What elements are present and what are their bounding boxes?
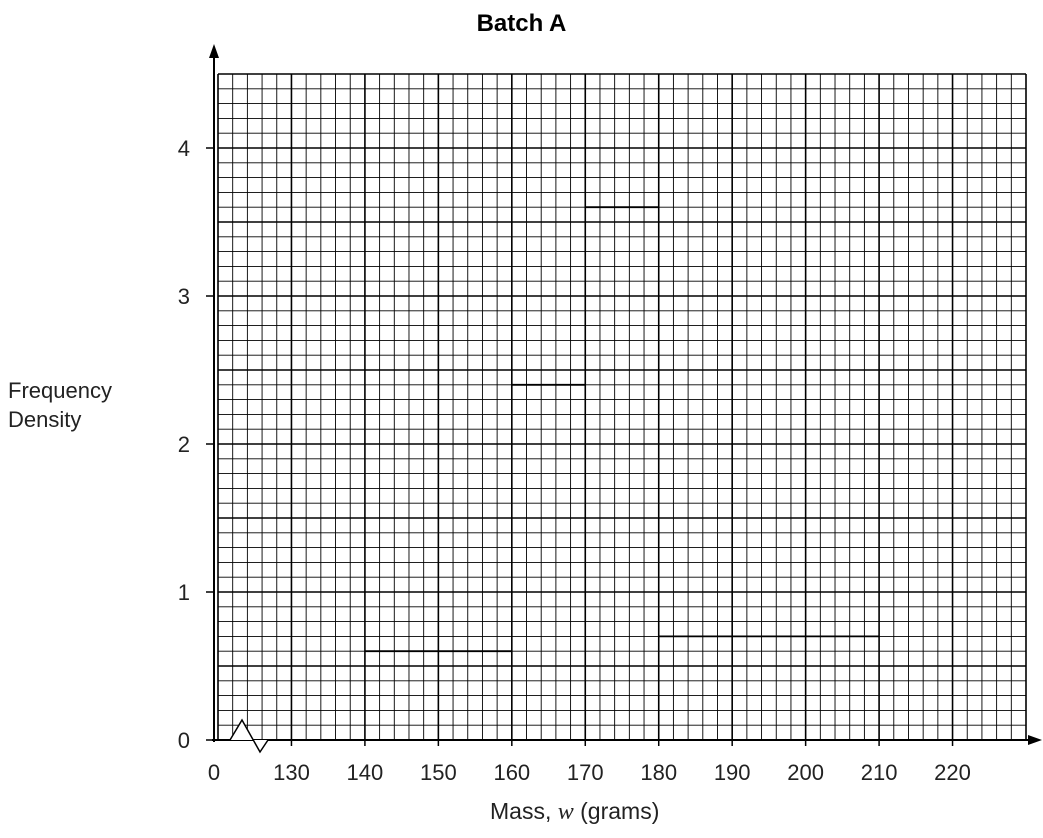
x-tick-label: 150: [420, 760, 457, 785]
y-tick-label: 3: [178, 284, 190, 309]
x-axis-arrow-icon: [1028, 735, 1042, 745]
y-axis-label: Frequency Density: [8, 376, 178, 434]
x-tick-label: 140: [347, 760, 384, 785]
x-axis-label-prefix: Mass,: [490, 798, 558, 824]
axis-break-icon: [229, 718, 269, 754]
x-tick-label: 200: [787, 760, 824, 785]
x-tick-label: 130: [273, 760, 310, 785]
y-tick-label: 4: [178, 136, 190, 161]
x-tick-label: 220: [934, 760, 971, 785]
x-tick-label: 160: [493, 760, 530, 785]
minor-grid: [218, 74, 1026, 740]
y-axis-arrow-icon: [209, 44, 219, 58]
y-axis-label-line-1: Frequency: [8, 378, 112, 403]
x-tick-label: 0: [208, 760, 220, 785]
x-axis-label-variable: w: [557, 799, 574, 825]
x-tick-label: 210: [861, 760, 898, 785]
x-ticks: 0 130 140 150 160 170 180 190 200 210 220: [208, 740, 971, 785]
x-tick-label: 170: [567, 760, 604, 785]
axes: [209, 44, 1042, 754]
y-axis-label-line-2: Density: [8, 407, 82, 432]
major-grid: [217, 73, 1027, 741]
x-tick-label: 180: [640, 760, 677, 785]
y-tick-label: 2: [178, 432, 190, 457]
bars: [364, 206, 880, 653]
x-axis-label: Mass, w (grams): [490, 798, 810, 826]
chart-title: Batch A: [476, 10, 567, 37]
y-ticks: 0 1 2 3 4: [178, 136, 214, 753]
y-tick-label: 0: [178, 728, 190, 753]
x-tick-label: 190: [714, 760, 751, 785]
y-tick-label: 1: [178, 580, 190, 605]
x-axis-label-unit: (grams): [573, 798, 660, 824]
